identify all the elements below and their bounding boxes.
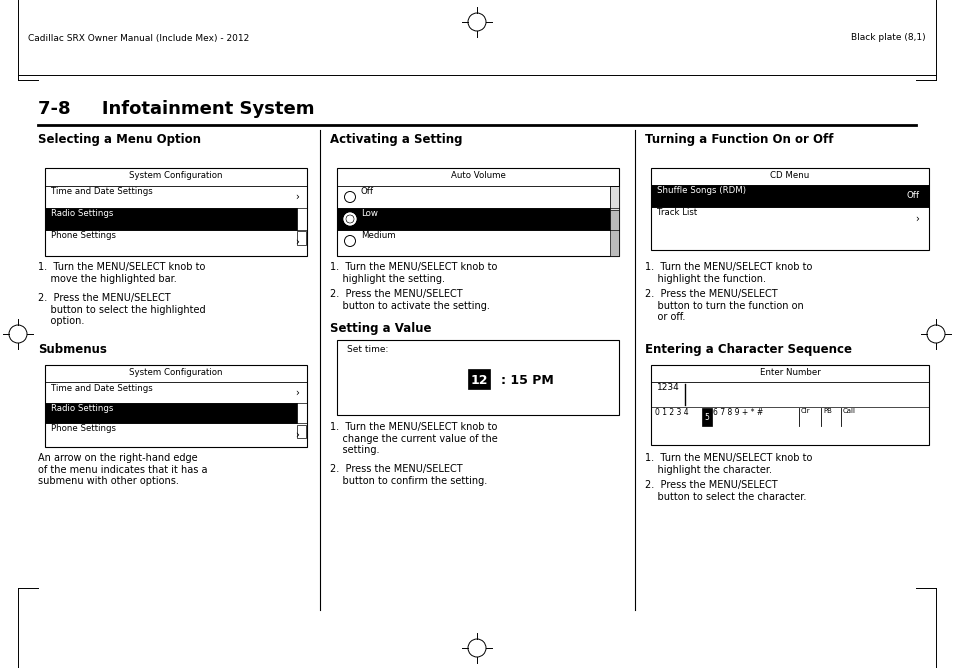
Text: Call: Call	[842, 408, 855, 414]
Bar	[701, 408, 711, 426]
Text: Radio Settings: Radio Settings	[51, 209, 113, 218]
Text: Selecting a Menu Option: Selecting a Menu Option	[38, 133, 201, 146]
Text: Enter Number: Enter Number	[759, 368, 820, 377]
Text: 2.  Press the MENU/SELECT
    button to confirm the setting.: 2. Press the MENU/SELECT button to confi…	[330, 464, 487, 486]
Text: 5: 5	[704, 413, 709, 422]
Text: 1.  Turn the MENU/SELECT knob to
    highlight the function.: 1. Turn the MENU/SELECT knob to highligh…	[644, 262, 812, 284]
Text: PB: PB	[822, 408, 831, 414]
Bar	[336, 208, 609, 230]
Text: Time and Date Settings: Time and Date Settings	[51, 384, 152, 393]
Text: 1.  Turn the MENU/SELECT knob to
    move the highlighted bar.: 1. Turn the MENU/SELECT knob to move the…	[38, 262, 205, 284]
Text: Set time:: Set time:	[347, 345, 388, 354]
Text: ›: ›	[294, 388, 298, 398]
Bar	[650, 168, 928, 250]
Text: Black plate (8,1): Black plate (8,1)	[850, 33, 925, 43]
Text: Track List: Track List	[657, 208, 697, 217]
Text: Off: Off	[906, 192, 919, 200]
Text: ›: ›	[294, 192, 298, 202]
Text: 1234: 1234	[657, 383, 679, 392]
Text: 7-8     Infotainment System: 7-8 Infotainment System	[38, 100, 314, 118]
Bar	[45, 403, 296, 423]
Text: ›: ›	[300, 214, 304, 224]
Bar	[45, 168, 307, 256]
Text: Auto Volume: Auto Volume	[450, 171, 505, 180]
Text: 2.  Press the MENU/SELECT
    button to activate the setting.: 2. Press the MENU/SELECT button to activ…	[330, 289, 489, 311]
Text: CD Menu: CD Menu	[770, 171, 809, 180]
Text: Turning a Function On or Off: Turning a Function On or Off	[644, 133, 833, 146]
Text: 2.  Press the MENU/SELECT
    button to turn the function on
    or off.: 2. Press the MENU/SELECT button to turn …	[644, 289, 803, 322]
Text: Phone Settings: Phone Settings	[51, 231, 116, 240]
Text: 6 7 8 9 + * #: 6 7 8 9 + * #	[712, 408, 762, 417]
Text: 2.  Press the MENU/SELECT
    button to select the character.: 2. Press the MENU/SELECT button to selec…	[644, 480, 805, 502]
Text: 1.  Turn the MENU/SELECT knob to
    highlight the character.: 1. Turn the MENU/SELECT knob to highligh…	[644, 453, 812, 474]
Text: Low: Low	[360, 209, 377, 218]
Bar	[45, 365, 307, 447]
Text: 2.  Press the MENU/SELECT
    button to select the highlighted
    option.: 2. Press the MENU/SELECT button to selec…	[38, 293, 206, 326]
Text: ›: ›	[294, 430, 298, 440]
Text: 12: 12	[470, 373, 487, 387]
Text: Setting a Value: Setting a Value	[330, 322, 431, 335]
Text: Radio Settings: Radio Settings	[51, 404, 113, 413]
Text: Medium: Medium	[360, 231, 395, 240]
Bar	[45, 208, 296, 230]
Text: An arrow on the right-hand edge
of the menu indicates that it has a
submenu with: An arrow on the right-hand edge of the m…	[38, 453, 208, 486]
Bar	[336, 340, 618, 415]
Bar	[650, 185, 928, 207]
Text: Activating a Setting: Activating a Setting	[330, 133, 462, 146]
Circle shape	[347, 216, 353, 222]
Bar	[609, 186, 618, 210]
Bar	[336, 168, 618, 256]
Bar	[650, 365, 928, 445]
Text: System Configuration: System Configuration	[129, 171, 222, 180]
Text: 1.  Turn the MENU/SELECT knob to
    change the current value of the
    setting: 1. Turn the MENU/SELECT knob to change t…	[330, 422, 497, 455]
Text: Submenus: Submenus	[38, 343, 107, 356]
Text: Cadillac SRX Owner Manual (Include Mex) - 2012: Cadillac SRX Owner Manual (Include Mex) …	[28, 33, 249, 43]
Text: : 15 PM: : 15 PM	[500, 373, 553, 387]
Bar	[296, 425, 306, 438]
Text: Shuffle Songs (RDM): Shuffle Songs (RDM)	[657, 186, 745, 195]
Bar	[296, 231, 306, 245]
Text: Phone Settings: Phone Settings	[51, 424, 116, 433]
Bar	[468, 369, 490, 389]
Text: Clr: Clr	[801, 408, 810, 414]
Text: 0 1 2 3 4: 0 1 2 3 4	[655, 408, 688, 417]
Text: Entering a Character Sequence: Entering a Character Sequence	[644, 343, 851, 356]
Text: 1.  Turn the MENU/SELECT knob to
    highlight the setting.: 1. Turn the MENU/SELECT knob to highligh…	[330, 262, 497, 284]
Text: ›: ›	[294, 237, 298, 247]
Text: ›: ›	[300, 408, 304, 418]
Bar	[609, 186, 618, 256]
Text: System Configuration: System Configuration	[129, 368, 222, 377]
Text: Off: Off	[360, 187, 374, 196]
Text: ›: ›	[914, 214, 918, 224]
Text: Time and Date Settings: Time and Date Settings	[51, 187, 152, 196]
